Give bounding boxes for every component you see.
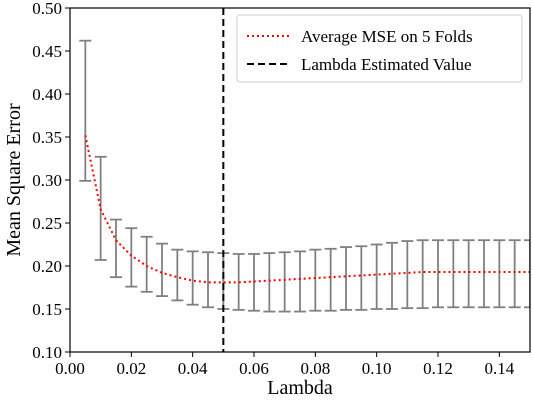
error-bar [79,39,92,182]
error-bar [478,239,490,309]
error-bar [462,239,475,309]
error-bar [447,239,460,309]
y-tick-label: 0.25 [32,214,62,233]
error-bar [125,227,138,288]
x-tick-label: 0.04 [178,359,208,378]
y-tick-label: 0.20 [32,257,62,276]
x-tick-label: 0.08 [300,359,330,378]
x-tick-label: 0.12 [423,359,453,378]
x-axis-ticks: 0.00 0.02 0.04 0.06 0.08 0.10 0.12 0.14 [55,352,515,378]
error-bar [401,240,414,310]
x-tick-label: 0.00 [55,359,85,378]
legend-label-lambda-estimated: Lambda Estimated Value [301,55,472,74]
legend-label-average-mse: Average MSE on 5 Folds [301,27,473,46]
x-tick-label: 0.14 [484,359,514,378]
error-bar [324,247,337,312]
error-bar [156,242,168,298]
x-tick-label: 0.06 [239,359,269,378]
error-bar [340,246,352,311]
error-bar [110,218,122,279]
error-bar [94,155,107,261]
y-tick-label: 0.35 [32,128,62,147]
error-bar [171,248,184,302]
error-bars [79,39,530,313]
error-bar [386,241,398,310]
y-tick-label: 0.45 [32,42,62,61]
x-tick-label: 0.10 [362,359,392,378]
legend: Average MSE on 5 Folds Lambda Estimated … [236,14,523,83]
y-tick-label: 0.15 [32,300,62,319]
error-bar [294,250,306,313]
legend-box [236,14,523,83]
y-tick-label: 0.50 [32,0,62,18]
error-bar [355,245,368,311]
error-bar [432,239,444,309]
x-tick-label: 0.02 [116,359,146,378]
error-bar [202,251,214,309]
y-axis-ticks: 0.10 0.15 0.20 0.25 0.30 0.35 0.40 0.45 0.50 [32,0,70,362]
y-tick-label: 0.30 [32,171,62,190]
error-bar [493,239,506,309]
error-bar [232,253,245,311]
error-bar [186,250,199,306]
average-mse-line [84,135,530,284]
error-bar [309,248,322,312]
error-bar [278,251,291,313]
error-bar [524,239,530,309]
error-bar [370,243,383,310]
x-axis-title: Lambda [267,377,333,399]
error-bar [416,239,429,310]
error-bar [263,252,276,313]
y-tick-label: 0.10 [32,343,62,362]
y-axis-title: Mean Square Error [3,103,25,257]
y-tick-label: 0.40 [32,85,62,104]
error-bar [508,239,521,309]
error-bar [140,235,153,293]
